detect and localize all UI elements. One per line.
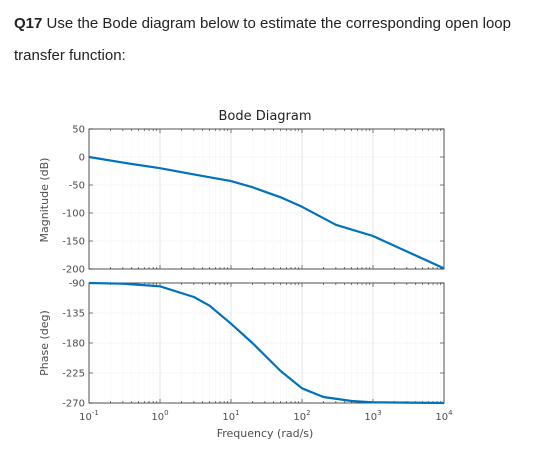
x-tick-label: 10-1 — [79, 409, 99, 423]
chart-title: Bode Diagram — [218, 109, 311, 124]
magnitude-y-tick-label: -50 — [69, 181, 85, 192]
magnitude-y-tick-label: 0 — [79, 153, 85, 164]
phase-y-tick-label: -90 — [69, 279, 85, 290]
phase-curve — [88, 281, 445, 405]
phase-y-tick-label: -225 — [62, 369, 85, 380]
magnitude-y-tick-label: 50 — [72, 125, 85, 136]
x-tick-label: 102 — [293, 409, 310, 423]
question-label: Q17 — [14, 15, 43, 32]
question-text: Q17 Use the Bode diagram below to estima… — [14, 8, 544, 72]
frequency-xlabel: Frequency (rad/s) — [217, 427, 314, 440]
magnitude-plot: 50 0 -50 -100 -150 -200 Magnitude (dB) — [38, 125, 445, 276]
phase-plot: -90 -135 -180 -225 -270 Phase (deg) — [38, 279, 445, 410]
x-tick-label: 101 — [222, 409, 239, 423]
phase-y-tick-label: -180 — [62, 339, 85, 350]
x-tick-label: 104 — [435, 409, 453, 423]
magnitude-ylabel: Magnitude (dB) — [38, 158, 51, 243]
magnitude-curve — [88, 155, 445, 270]
magnitude-y-ticks: 50 0 -50 -100 -150 -200 — [62, 125, 85, 276]
phase-y-tick-label: -135 — [62, 309, 85, 320]
phase-axes-box — [88, 282, 445, 404]
frequency-x-ticks: 10-1 100 101 102 103 104 — [79, 409, 453, 423]
x-tick-label: 100 — [151, 409, 168, 423]
question-body: Use the Bode diagram below to estimate t… — [14, 15, 511, 64]
phase-y-ticks: -90 -135 -180 -225 -270 — [62, 279, 85, 410]
x-tick-label: 103 — [364, 409, 381, 423]
magnitude-y-tick-label: -100 — [62, 209, 85, 220]
magnitude-axes-box — [88, 128, 445, 270]
phase-y-tick-label: -270 — [62, 399, 85, 410]
phase-grid — [89, 282, 444, 404]
phase-ylabel: Phase (deg) — [38, 310, 51, 376]
magnitude-y-tick-label: -200 — [62, 265, 85, 276]
magnitude-y-tick-label: -150 — [62, 237, 85, 248]
